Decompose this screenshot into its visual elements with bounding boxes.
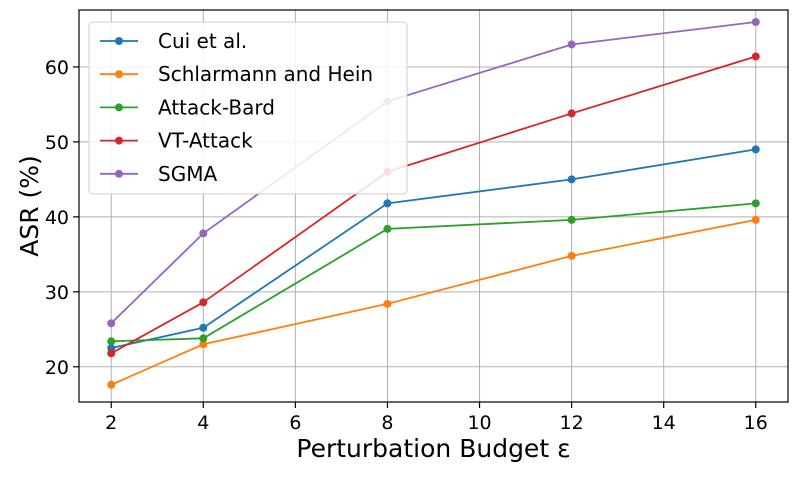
series-line xyxy=(111,202,756,343)
y-axis-label: ASR (%) xyxy=(15,155,44,257)
data-point xyxy=(199,323,208,332)
x-tick-label: 2 xyxy=(105,412,117,434)
y-tick-label: 60 xyxy=(45,57,69,79)
data-point xyxy=(567,251,576,260)
legend-marker xyxy=(115,70,123,79)
legend-label: Attack-Bard xyxy=(158,95,275,119)
data-point xyxy=(751,17,760,26)
legend-label: Schlarmann and Hein xyxy=(158,62,373,86)
x-axis-label: Perturbation Budget ε xyxy=(296,434,570,463)
plot-frame xyxy=(78,9,789,403)
legend-item: Cui et al. xyxy=(100,29,247,53)
data-point xyxy=(567,40,576,49)
data-point xyxy=(383,224,392,233)
series-line xyxy=(110,218,756,386)
legend-marker xyxy=(115,136,123,145)
data-point xyxy=(751,52,760,61)
legend: Cui et al. Schlarmann and Hein Attack-Bard… xyxy=(88,21,408,195)
series-schlarmann-and-hein xyxy=(107,215,760,389)
series-layer xyxy=(107,17,760,389)
legend-marker xyxy=(115,169,123,178)
data-point xyxy=(567,175,576,184)
data-point xyxy=(751,199,760,208)
data-point xyxy=(107,380,116,389)
data-point xyxy=(751,215,760,224)
data-point xyxy=(383,299,392,308)
data-point xyxy=(107,337,116,346)
x-tick-label: 16 xyxy=(744,412,768,434)
x-tick-label: 14 xyxy=(652,412,676,434)
data-point xyxy=(567,215,576,224)
data-point xyxy=(199,340,208,349)
x-tick-label: 6 xyxy=(289,412,301,434)
legend-item: Attack-Bard xyxy=(100,95,275,119)
series-cui-et-al- xyxy=(107,145,760,353)
legend-box xyxy=(88,21,408,195)
x-tick-label: 10 xyxy=(467,412,491,434)
x-axis: 2 4 6 8 10 12 14 16 xyxy=(105,402,768,434)
y-tick-label: 40 xyxy=(45,207,69,229)
legend-marker xyxy=(115,103,123,112)
y-tick-label: 30 xyxy=(45,282,69,304)
data-point xyxy=(107,349,116,358)
legend-label: Cui et al. xyxy=(158,29,247,53)
x-tick-label: 8 xyxy=(381,412,393,434)
series-attack-bard xyxy=(107,199,760,346)
legend-item: Schlarmann and Hein xyxy=(100,62,373,86)
y-axis: 20 30 40 50 60 xyxy=(45,57,79,379)
legend-label: SGMA xyxy=(158,162,217,186)
x-tick-label: 4 xyxy=(197,412,209,434)
legend-label: VT-Attack xyxy=(158,129,253,153)
data-point xyxy=(199,229,208,238)
legend-marker xyxy=(115,37,123,45)
data-point xyxy=(751,145,760,154)
x-tick-label: 12 xyxy=(560,412,584,434)
data-point xyxy=(383,199,392,208)
data-point xyxy=(567,109,576,118)
y-tick-label: 50 xyxy=(45,132,69,154)
legend-item: SGMA xyxy=(100,162,217,186)
data-point xyxy=(199,298,208,307)
y-tick-label: 20 xyxy=(45,357,69,379)
data-point xyxy=(199,334,208,343)
legend-item: VT-Attack xyxy=(100,129,253,153)
data-point xyxy=(107,319,116,328)
